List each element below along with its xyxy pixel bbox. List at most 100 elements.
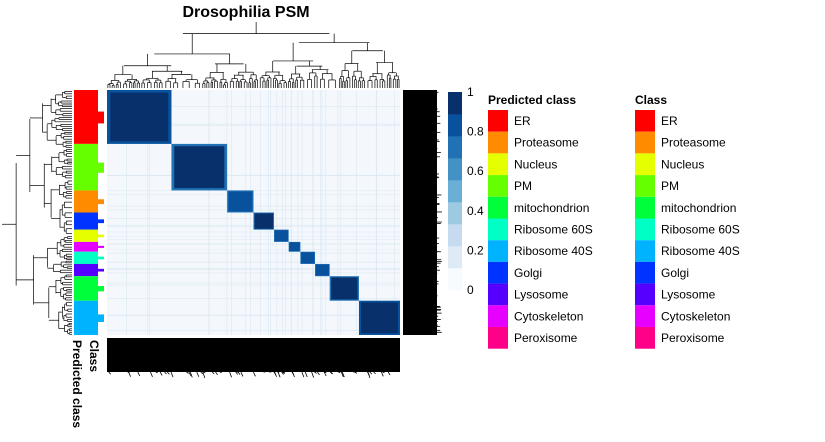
- column-labels: [107, 338, 400, 379]
- cluster-block-er: [110, 92, 169, 142]
- column-label-fragment: [159, 371, 163, 376]
- column-label-fragment: [186, 371, 189, 374]
- column-label-fragment: [367, 371, 371, 379]
- colorbar-step: [448, 246, 462, 269]
- column-label-fragment: [277, 371, 281, 378]
- legend-label: Ribosome 40S: [661, 244, 740, 258]
- column-label-fragment: [164, 371, 167, 375]
- column-label-fragment: [369, 371, 373, 375]
- column-label-fragment: [301, 371, 305, 378]
- column-label-fragment: [273, 371, 277, 375]
- legends: Predicted class ER Proteasome Nucleus PM mito…: [488, 93, 740, 349]
- legend-swatch: [635, 175, 655, 197]
- legend-label: Ribosome 60S: [514, 223, 593, 237]
- colorbar-step: [448, 158, 462, 181]
- column-label-fragment: [341, 371, 345, 378]
- column-label-fragment: [253, 371, 256, 377]
- legend-label: PM: [514, 179, 532, 193]
- legend-label: Nucleus: [514, 157, 557, 171]
- legend-label: Proteasome: [514, 136, 579, 150]
- column-label-fragment: [382, 371, 385, 374]
- cluster-block-pm: [174, 146, 225, 189]
- legend-swatch: [635, 218, 655, 241]
- legend-swatch: [488, 240, 508, 262]
- row-label-block: [403, 90, 437, 335]
- column-label-block: [107, 338, 400, 372]
- column-label-fragment: [215, 371, 218, 376]
- colorbar-tick-label: 0: [467, 283, 474, 297]
- legend-label: Cytoskeleton: [661, 309, 730, 323]
- class-marker: [91, 314, 104, 322]
- legend-label: Golgi: [661, 266, 689, 280]
- column-label-fragment: [189, 371, 193, 378]
- legend-swatch: [488, 261, 508, 284]
- class-marker: [91, 234, 104, 238]
- legend-title: Predicted class: [488, 93, 576, 107]
- colorbar-tick-label: 0.8: [467, 125, 484, 139]
- legend-swatch: [488, 153, 508, 176]
- legend-label: Peroxisome: [661, 331, 725, 345]
- cluster-block-lysosome: [315, 264, 329, 276]
- column-label-fragment: [338, 371, 341, 374]
- legend-swatch: [488, 283, 508, 306]
- column-label-fragment: [229, 371, 232, 378]
- class-marker: [91, 162, 104, 173]
- legend-swatch: [635, 327, 655, 349]
- class-marker: [91, 219, 104, 224]
- class-marker: [91, 199, 104, 205]
- column-label-fragment: [330, 371, 334, 375]
- predicted-class-bar: [74, 241, 98, 252]
- column-label-fragment: [188, 371, 192, 376]
- legend-swatch: [635, 240, 655, 262]
- heatmap-matrix: [107, 90, 400, 335]
- column-label-fragment: [282, 371, 286, 374]
- legend-swatch: [488, 175, 508, 197]
- predicted-class-bar: [74, 263, 98, 277]
- legend-label: Cytoskeleton: [514, 309, 583, 323]
- column-label-fragment: [211, 371, 215, 375]
- column-label-fragment: [202, 371, 206, 378]
- class-marker: [91, 245, 104, 248]
- class-marker: [91, 256, 104, 260]
- cluster-block-mitochondrion: [331, 277, 358, 300]
- class-marker: [91, 268, 104, 272]
- legend-swatch: [488, 327, 508, 349]
- colorbar-tick-label: 0.4: [467, 204, 484, 218]
- predicted-class-bar: [74, 190, 98, 213]
- legend-label: mitochondrion: [661, 201, 736, 215]
- column-label-fragment: [128, 371, 131, 377]
- row-labels: [403, 90, 442, 335]
- class-marker: [91, 111, 104, 124]
- cluster-block-proteasome: [228, 191, 253, 212]
- legend-label: Peroxisome: [514, 331, 578, 345]
- column-label-fragment: [240, 371, 244, 377]
- legend-swatch: [488, 218, 508, 241]
- column-label-fragment: [311, 371, 315, 378]
- column-label-fragment: [314, 371, 317, 374]
- column-label-fragment: [203, 371, 206, 374]
- legend-label: ER: [514, 114, 531, 128]
- colorbar-tick-label: 0.2: [467, 243, 484, 257]
- column-label-fragment: [373, 371, 376, 375]
- column-dendrogram: [107, 22, 400, 88]
- legend-swatch: [635, 110, 655, 132]
- class-annotation-label: Class: [87, 340, 101, 372]
- legend-label: ER: [661, 114, 678, 128]
- column-label-fragment: [219, 371, 222, 374]
- legend-label: Ribosome 60S: [661, 223, 740, 237]
- column-label-fragment: [292, 371, 295, 378]
- colorbar-step: [448, 202, 462, 225]
- column-label-fragment: [167, 371, 170, 375]
- column-label-fragment: [354, 371, 358, 374]
- column-label-fragment: [108, 371, 112, 375]
- legend-label: Golgi: [514, 266, 542, 280]
- legend-label: Nucleus: [661, 157, 704, 171]
- colorbar-step: [448, 136, 462, 159]
- column-label-fragment: [200, 371, 204, 375]
- column-label-fragment: [137, 371, 141, 377]
- legend-swatch: [635, 261, 655, 284]
- column-label-fragment: [317, 371, 320, 376]
- predicted-class-bar: [74, 251, 98, 264]
- cluster-block-nucleus: [274, 230, 288, 242]
